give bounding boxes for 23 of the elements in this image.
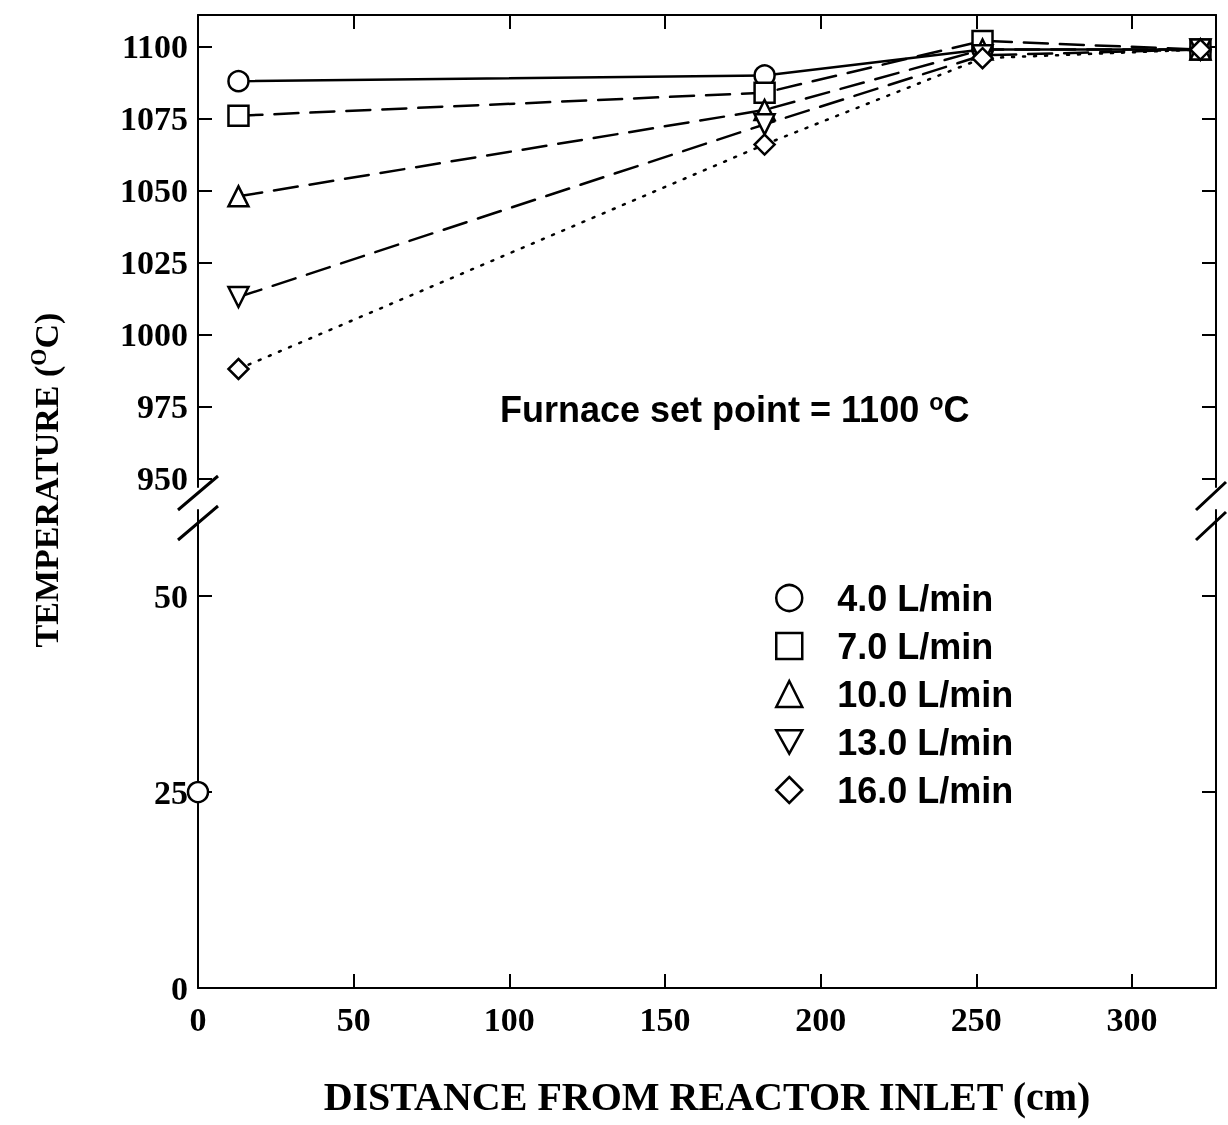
x-axis-title: DISTANCE FROM REACTOR INLET (cm) (323, 1073, 1091, 1119)
x-tick-label: 100 (483, 1000, 535, 1038)
y-tick-label: 950 (137, 459, 188, 497)
x-tick-label: 200 (795, 1000, 847, 1038)
legend-label: 7.0 L/min (837, 625, 994, 667)
x-tick-label: 300 (1106, 1000, 1158, 1038)
legend-label: 13.0 L/min (837, 721, 1014, 763)
y-tick-label: 1100 (121, 28, 188, 66)
y-tick-label: 50 (154, 577, 188, 615)
legend-label: 10.0 L/min (837, 673, 1014, 715)
y-tick-label: 1025 (120, 244, 188, 282)
y-tick-label: 1050 (120, 172, 188, 210)
y-tick-label: 0 (171, 969, 188, 1007)
y-tick-label: 975 (137, 387, 188, 425)
y-tick-label: 1000 (120, 315, 188, 353)
y-tick-label: 25 (154, 773, 188, 811)
y-tick-label: 1075 (120, 100, 188, 138)
x-tick-label: 150 (639, 1000, 691, 1038)
y-axis-title: TEMPERATURE (OC) (25, 312, 66, 648)
legend-label: 4.0 L/min (837, 577, 994, 619)
legend-label: 16.0 L/min (837, 769, 1014, 811)
x-tick-label: 250 (950, 1000, 1002, 1038)
x-tick-label: 50 (336, 1000, 371, 1038)
